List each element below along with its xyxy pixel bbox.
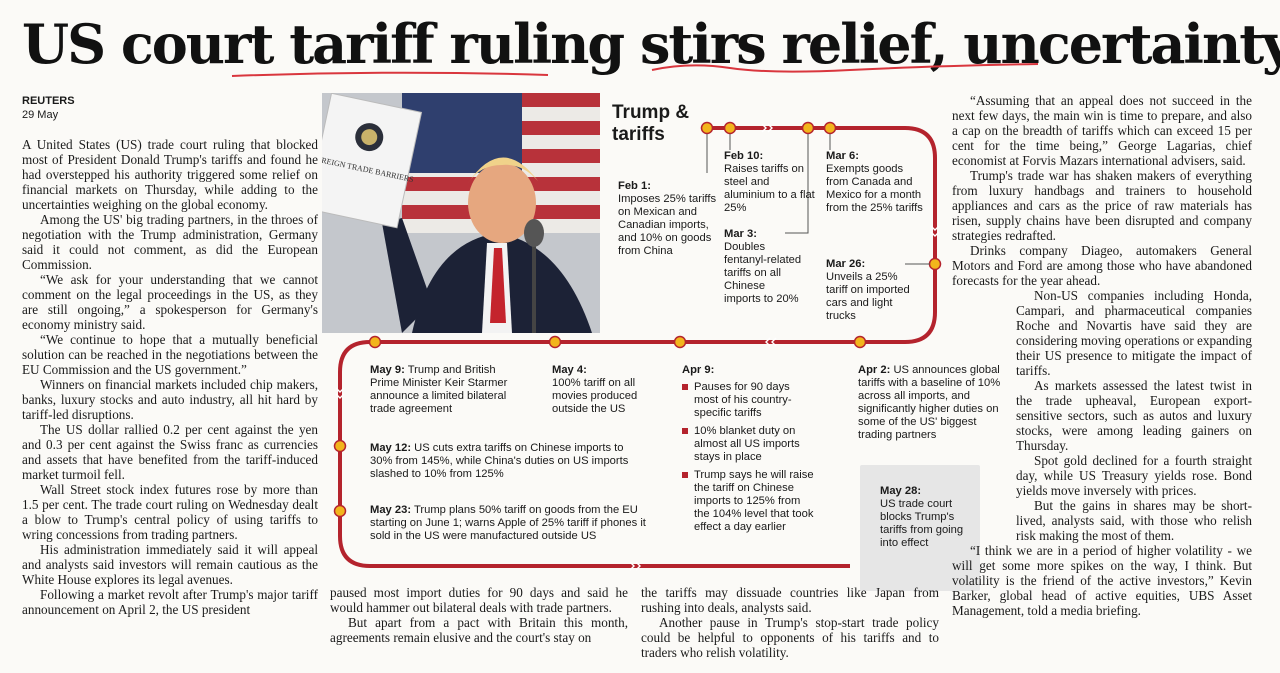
paragraph: “Assuming that an appeal does not succee… [952,93,1252,168]
paragraph: Winners on financial markets included ch… [22,377,318,422]
bullet-item: Pauses for 90 days most of his country-s… [682,381,816,420]
timeline-dots [333,121,942,518]
article-column-2: paused most import duties for 90 days an… [330,585,628,645]
dot-mar3 [801,121,815,135]
dot-apr9 [673,335,687,349]
event-date: May 12: [370,442,412,454]
event-text: 100% tariff on all movies produced outsi… [552,377,638,415]
event-may28-callout: May 28: US trade court blocks Trump's ta… [860,465,980,591]
event-text: Raises tariffs on steel and aluminium to… [724,163,815,214]
bullet-item: 10% blanket duty on almost all US import… [682,425,816,464]
event-may23: May 23: Trump plans 50% tariff on goods … [370,504,656,543]
timeline-track [333,121,942,571]
pen-underline-1 [231,71,549,77]
event-text: Doubles fentanyl-related tariffs on all … [724,241,802,305]
event-may12: May 12: US cuts extra tariffs on Chinese… [370,442,640,481]
event-date: Mar 3: [724,228,757,240]
dot-may12 [333,439,347,453]
paragraph: paused most import duties for 90 days an… [330,585,628,615]
dot-feb1 [700,121,714,135]
dot-feb10 [723,121,737,135]
paragraph: the tariffs may dissuade countries like … [641,585,939,615]
paragraph: Following a market revolt after Trump's … [22,587,318,617]
event-feb10: Feb 10: Raises tariffs on steel and alum… [724,150,816,215]
dot-apr2 [853,335,867,349]
paragraph: But the gains in shares may be short-liv… [1016,498,1252,543]
event-date: Feb 1: [618,180,651,192]
event-date: Mar 26: [826,258,866,270]
event-text: US announces global tariffs with a basel… [858,364,1001,441]
event-mar6: Mar 6: Exempts goods from Canada and Mex… [826,150,924,215]
byline: REUTERS 29 May [22,94,75,122]
event-text: Trump and British Prime Minister Keir St… [370,364,508,415]
paragraph: “We continue to hope that a mutually ben… [22,332,318,377]
article-column-4: “Assuming that an appeal does not succee… [952,93,1252,618]
event-date: Feb 10: [724,150,764,162]
event-date: Apr 9: [682,364,715,376]
timeline-title: Trump & tariffs [612,102,689,146]
event-text: Imposes 25% tariffs on Mexican and Canad… [618,193,717,257]
timeline-title-line2: tariffs [612,124,665,145]
bullet-item: Trump says he will raise the tariff on C… [682,469,816,534]
event-date: Apr 2: [858,364,891,376]
event-text: US cuts extra tariffs on Chinese imports… [370,442,629,480]
paragraph: Among the US' big trading partners, in t… [22,212,318,272]
paragraph: Another pause in Trump's stop-start trad… [641,615,939,660]
event-date: May 9: [370,364,405,376]
event-may4: May 4: 100% tariff on all movies produce… [552,364,648,416]
event-mar26: Mar 26: Unveils a 25% tariff on imported… [826,258,912,323]
dot-may4 [548,335,562,349]
paragraph: A United States (US) trade court ruling … [22,137,318,212]
event-date: May 4: [552,364,587,376]
event-text: Exempts goods from Canada and Mexico for… [826,163,923,214]
direction-arrows [335,123,940,571]
dot-mar6 [823,121,837,135]
event-date: May 23: [370,504,412,516]
pen-underline-2 [651,63,1039,73]
byline-source: REUTERS [22,95,75,107]
paragraph: Wall Street stock index futures rose by … [22,482,318,542]
dot-may9 [368,335,382,349]
paragraph: “I think we are in a period of higher vo… [952,543,1252,618]
byline-date: 29 May [22,109,59,121]
dot-mar26 [928,257,942,271]
paragraph: As markets assessed the latest twist in … [1016,378,1252,453]
article-column-3: the tariffs may dissuade countries like … [641,585,939,660]
event-text: US trade court blocks Trump's tariffs fr… [880,498,964,549]
paragraph: Non-US companies including Honda, Campar… [1016,288,1252,378]
event-date: Mar 6: [826,150,859,162]
apr9-bullets: Pauses for 90 days most of his country-s… [682,381,816,534]
trump-photo: FOREIGN TRADE BARRIERS [322,93,600,333]
article-column-1: A United States (US) trade court ruling … [22,137,318,617]
event-date: May 28: [880,485,922,497]
headline: US court tariff ruling stirs relief, unc… [22,12,1280,76]
paragraph: The US dollar rallied 0.2 per cent again… [22,422,318,482]
event-may9: May 9: Trump and British Prime Minister … [370,364,520,416]
event-apr9: Apr 9: Pauses for 90 days most of his co… [682,364,816,539]
paragraph: But apart from a pact with Britain this … [330,615,628,645]
event-apr2: Apr 2: US announces global tariffs with … [858,364,1006,442]
paragraph: His administration immediately said it w… [22,542,318,587]
event-text: Unveils a 25% tariff on imported cars an… [826,271,910,322]
paragraph: Spot gold declined for a fourth straight… [1016,453,1252,498]
dot-may23 [333,504,347,518]
paragraph: Trump's trade war has shaken makers of e… [952,168,1252,243]
paragraph: Drinks company Diageo, automakers Genera… [952,243,1252,288]
event-text: Trump plans 50% tariff on goods from the… [370,504,646,542]
paragraph: “We ask for your understanding that we c… [22,272,318,332]
event-mar3: Mar 3: Doubles fentanyl-related tariffs … [724,228,804,306]
timeline-title-line1: Trump & [612,102,690,123]
event-feb1: Feb 1: Imposes 25% tariffs on Mexican an… [618,180,718,258]
